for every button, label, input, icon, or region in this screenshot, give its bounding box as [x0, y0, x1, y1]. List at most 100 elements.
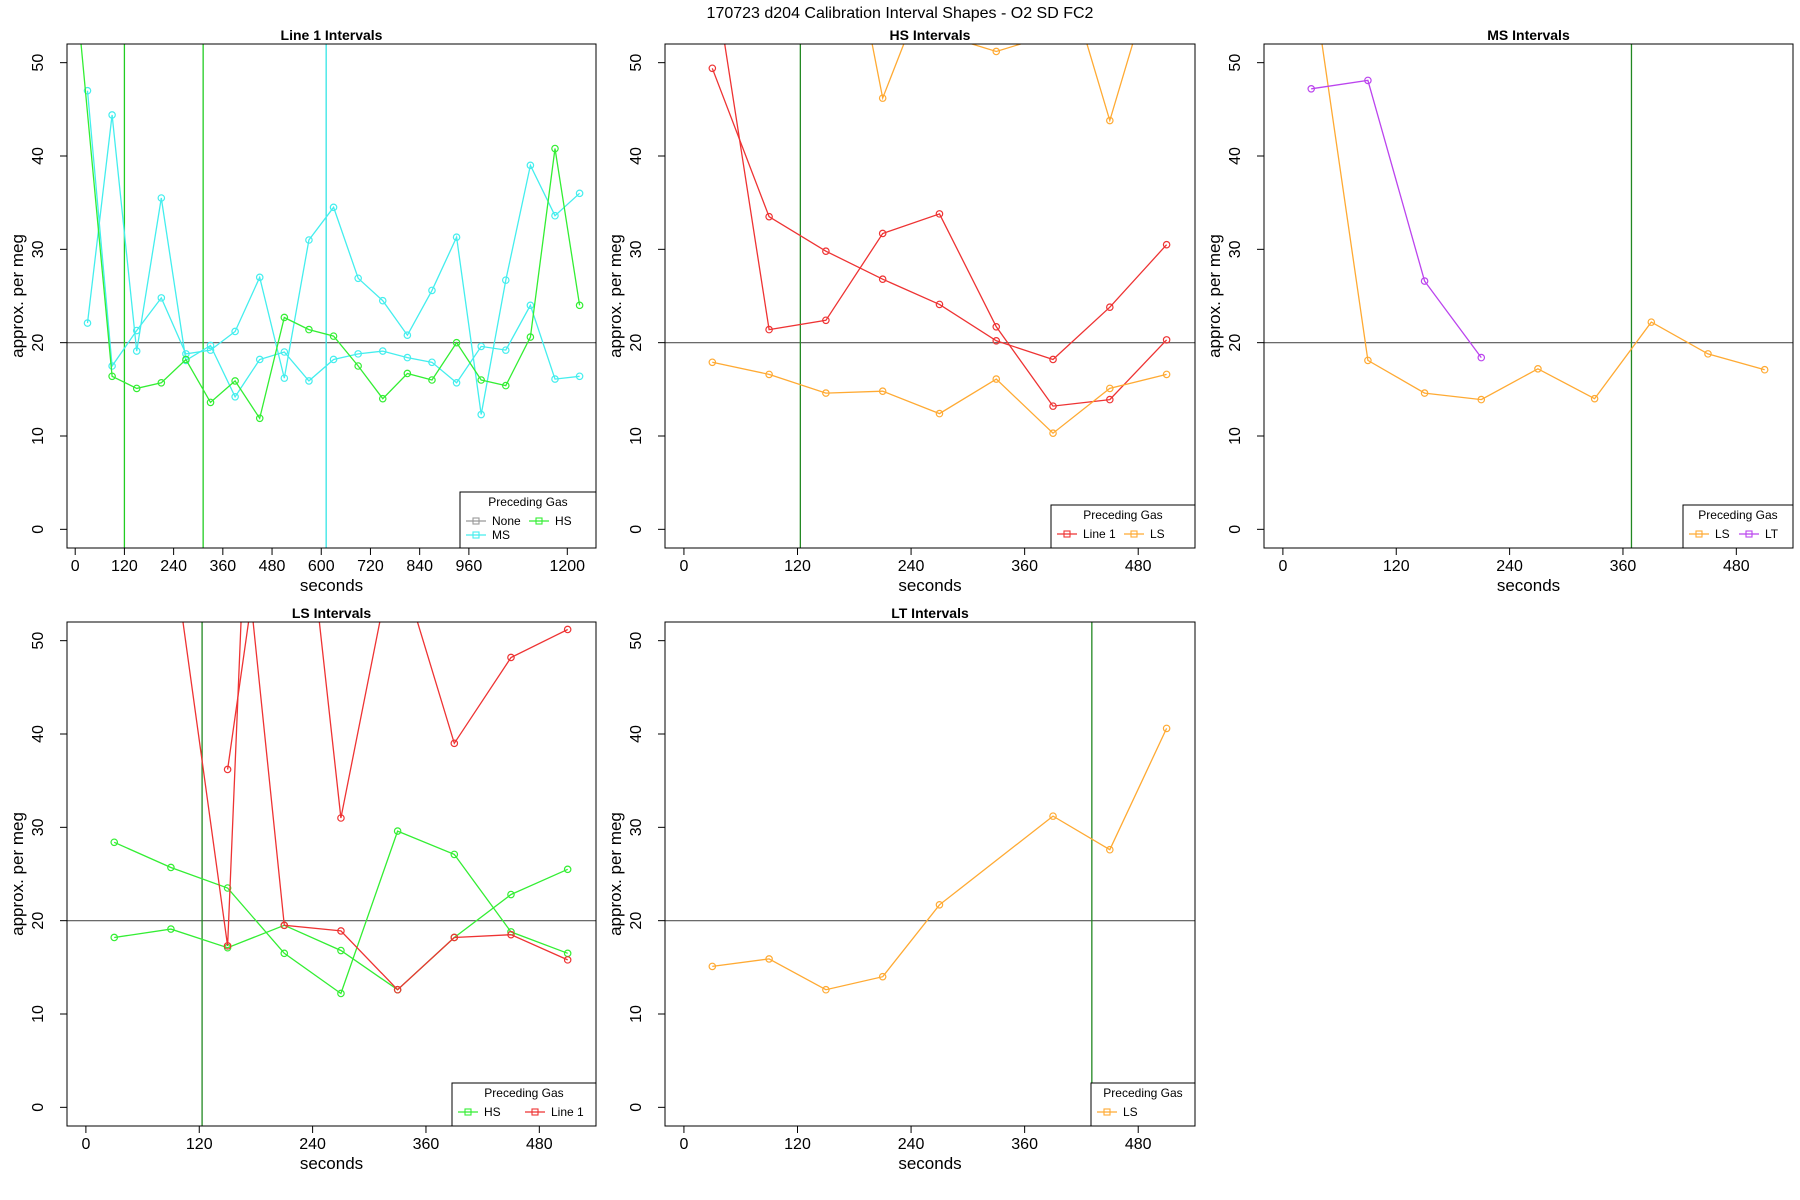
y-tick-label: 30: [30, 818, 47, 836]
data-point: [935, 300, 944, 309]
data-point: [108, 111, 116, 119]
data-point: [177, 600, 183, 606]
y-tick-label: 30: [30, 240, 47, 258]
data-point: [1162, 240, 1171, 249]
x-tick-label: 480: [1125, 1136, 1152, 1153]
data-point: [239, 600, 245, 606]
y-tick-label: 0: [1227, 525, 1244, 534]
data-point: [231, 327, 239, 336]
data-point: [992, 336, 1001, 345]
legend: Preceding Gas LS LT: [1682, 504, 1794, 549]
data-point: [393, 985, 402, 994]
data-point: [354, 350, 362, 358]
y-axis-label: approx. per meg: [8, 234, 27, 358]
data-point: [354, 274, 362, 283]
data-point: [878, 972, 887, 981]
legend: Preceding Gas Line 1 LS: [1050, 504, 1196, 549]
data-point: [255, 273, 264, 282]
data-point: [1106, 116, 1114, 125]
y-axis: 0 10 20 30 40 50 approx. per meg: [1205, 54, 1264, 534]
data-point: [83, 319, 92, 327]
data-point: [1049, 429, 1057, 438]
data-point: [167, 863, 175, 872]
data-point: [526, 333, 535, 341]
legend-label: Line 1: [1083, 527, 1116, 541]
data-point: [157, 194, 166, 202]
series-2: [708, 358, 1171, 438]
x-tick-label: 360: [1610, 558, 1637, 575]
data-point: [935, 409, 944, 418]
legend-title: Preceding Gas: [1083, 508, 1162, 522]
data-point: [1477, 353, 1486, 362]
x-tick-label: 0: [81, 1136, 90, 1153]
x-axis-label: seconds: [300, 1154, 363, 1173]
legend-entry-ms: MS: [466, 528, 510, 542]
x-tick-label: 0: [679, 1136, 688, 1153]
y-tick-label: 0: [30, 1103, 47, 1112]
x-tick-label: 120: [784, 558, 811, 575]
x-tick-label: 240: [160, 558, 187, 575]
x-axis-label: seconds: [898, 576, 961, 595]
series-line: [86, 90, 581, 415]
data-point: [428, 376, 436, 384]
legend-box: [1050, 504, 1196, 549]
series-0: [708, 64, 1171, 364]
series-line: [871, 44, 1134, 123]
data-point: [223, 942, 232, 950]
series-line: [724, 44, 1168, 407]
y-tick-label: 10: [628, 427, 645, 445]
series-line: [114, 868, 568, 991]
data-point: [1364, 356, 1372, 365]
x-tick-label: 240: [1496, 558, 1523, 575]
data-point: [992, 47, 1001, 56]
data-point: [255, 355, 264, 364]
y-axis: 0 10 20 30 40 50 approx. per meg: [8, 54, 67, 534]
data-point: [708, 962, 717, 971]
series-1: [724, 44, 1171, 410]
y-tick-label: 50: [1227, 54, 1244, 72]
data-point: [1364, 76, 1372, 85]
data-point: [403, 331, 412, 340]
legend-box: [459, 491, 597, 549]
legend: Preceding Gas None HS MS: [459, 491, 597, 549]
legend-entry-none: None: [466, 514, 521, 528]
legend-entry-ls: LS: [1689, 527, 1730, 541]
legend-title: Preceding Gas: [484, 1086, 563, 1100]
y-tick-label: 40: [30, 725, 47, 743]
y-tick-label: 40: [30, 147, 47, 165]
data-point: [1162, 724, 1171, 733]
data-point: [1704, 350, 1712, 358]
x-tick-label: 120: [784, 1136, 811, 1153]
figure-title: 170723 d204 Calibration Interval Shapes …: [707, 5, 1094, 22]
data-point: [450, 850, 459, 859]
data-point: [935, 210, 944, 218]
y-tick-label: 0: [628, 1103, 645, 1112]
x-tick-label: 600: [308, 558, 335, 575]
data-point: [450, 933, 459, 942]
x-tick-label: 480: [259, 558, 286, 575]
data-point: [526, 161, 535, 170]
data-point: [507, 653, 515, 662]
y-axis-label: approx. per meg: [606, 812, 625, 936]
data-point: [1106, 395, 1114, 404]
data-point: [501, 276, 510, 284]
panel-title: LT Intervals: [891, 605, 969, 621]
data-point: [1420, 277, 1429, 285]
y-tick-label: 30: [628, 818, 645, 836]
data-point: [575, 301, 584, 310]
data-point: [501, 381, 510, 390]
series-1: [83, 111, 584, 401]
data-point: [450, 739, 459, 748]
data-point: [551, 144, 559, 153]
series-line: [712, 728, 1168, 991]
data-point: [1049, 355, 1057, 364]
data-point: [428, 286, 436, 295]
series-line: [182, 622, 242, 946]
x-tick-label: 0: [679, 558, 688, 575]
x-tick-label: 240: [898, 1136, 925, 1153]
data-point: [563, 956, 572, 964]
x-axis: 0 120 240 360 480 600 720 840 960 1200 seconds: [71, 547, 585, 595]
data-point: [1162, 336, 1171, 344]
legend-entry-ls: LS: [1097, 1105, 1138, 1119]
